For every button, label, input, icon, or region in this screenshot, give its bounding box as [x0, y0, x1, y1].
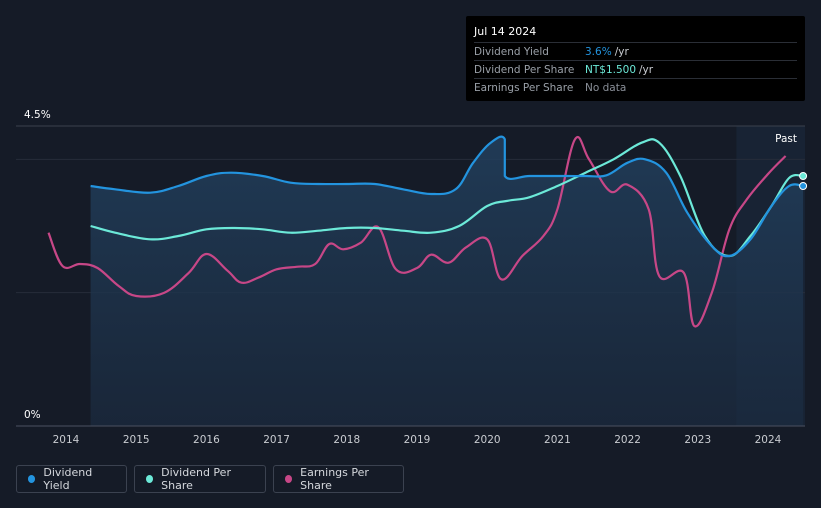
x-tick-label: 2015 [123, 434, 150, 446]
tooltip-label: Earnings Per Share [474, 81, 574, 94]
x-tick-label: 2022 [614, 434, 641, 446]
x-tick-label: 2019 [404, 434, 431, 446]
tooltip-date: Jul 14 2024 [474, 25, 537, 38]
legend-dot-icon [28, 475, 36, 483]
end-marker-dividend-per-share [799, 172, 808, 180]
x-tick-label: 2014 [53, 434, 80, 446]
y-axis-bottom-label: 0% [24, 409, 41, 421]
tooltip-value: NT$1.500 [585, 63, 637, 76]
x-tick-label: 2024 [755, 434, 782, 446]
past-label: Past [775, 133, 797, 145]
tooltip-unit: /yr [639, 63, 654, 76]
end-marker-dividend-yield [799, 182, 808, 190]
x-tick-label: 2017 [263, 434, 290, 446]
dividend-yield-area [90, 136, 804, 426]
tooltip: Jul 14 2024 Dividend Yield 3.6% /yr Divi… [466, 16, 805, 101]
legend-label: Dividend Per Share [161, 466, 231, 492]
legend-dot-icon [146, 475, 154, 483]
tooltip-value: 3.6% [585, 45, 612, 58]
legend-dividend-yield[interactable]: Dividend Yield [16, 465, 127, 493]
tooltip-row-dividend-yield: Dividend Yield 3.6% /yr [474, 42, 797, 60]
x-tick-label: 2016 [193, 434, 220, 446]
x-axis-ticks: 2014 2015 2016 2017 2018 2019 2020 2021 2022 2023… [53, 434, 782, 446]
legend-dot-icon [285, 475, 293, 483]
tooltip-label: Dividend Per Share [474, 63, 575, 76]
tooltip-row-dividend-per-share: Dividend Per Share NT$1.500 /yr [474, 60, 797, 78]
x-tick-label: 2020 [474, 434, 501, 446]
legend-dividend-per-share[interactable]: Dividend Per Share [134, 465, 266, 493]
tooltip-row-earnings-per-share: Earnings Per Share No data [474, 78, 797, 96]
legend-earnings-per-share[interactable]: Earnings Per Share [273, 465, 404, 493]
legend-label: Earnings Per Share [300, 466, 369, 492]
x-tick-label: 2021 [544, 434, 571, 446]
legend-label: Dividend Yield [43, 466, 93, 492]
tooltip-label: Dividend Yield [474, 45, 549, 58]
series-end-markers [799, 172, 808, 190]
tooltip-value: No data [585, 81, 627, 94]
series-lines [47, 135, 804, 328]
x-tick-label: 2018 [333, 434, 360, 446]
y-axis-top-label: 4.5% [24, 109, 51, 121]
series-line-earnings-per-share [47, 136, 787, 328]
tooltip-unit: /yr [614, 45, 629, 58]
x-tick-label: 2023 [684, 434, 711, 446]
series-line-dividend-yield [90, 135, 804, 258]
